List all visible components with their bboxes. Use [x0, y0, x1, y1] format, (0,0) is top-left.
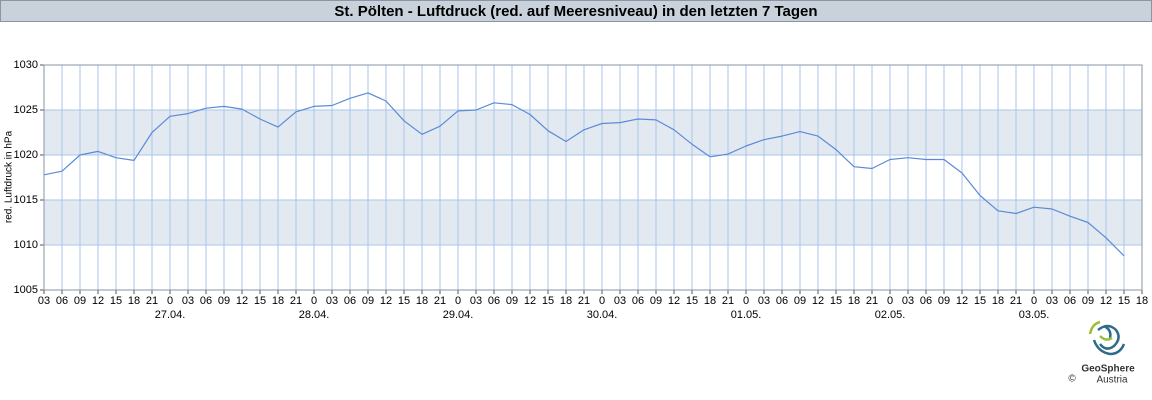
x-tick-label: 18: [272, 295, 284, 307]
y-tick-label: 1015: [14, 194, 38, 206]
date-label: 02.05.: [875, 309, 906, 321]
x-tick-label: 12: [236, 295, 248, 307]
x-tick-label: 06: [920, 295, 932, 307]
y-tick-label: 1005: [14, 284, 38, 296]
x-tick-label: 12: [92, 295, 104, 307]
x-tick-label: 0: [599, 295, 605, 307]
x-tick-label: 18: [848, 295, 860, 307]
x-tick-label: 09: [650, 295, 662, 307]
x-tick-label: 0: [887, 295, 893, 307]
logo-name: GeoSphere: [1081, 364, 1135, 375]
x-tick-label: 21: [866, 295, 878, 307]
x-tick-label: 03: [182, 295, 194, 307]
x-tick-label: 21: [434, 295, 446, 307]
x-tick-label: 09: [74, 295, 86, 307]
plot-border: [43, 64, 1143, 291]
x-tick-label: 15: [1118, 295, 1130, 307]
x-tick-label: 09: [218, 295, 230, 307]
x-tick-label: 03: [38, 295, 50, 307]
grid-band: [44, 110, 1142, 155]
x-tick-label: 03: [470, 295, 482, 307]
x-tick-label: 18: [704, 295, 716, 307]
y-tick-label: 1030: [14, 59, 38, 71]
logo: GeoSphere Austria ©: [1068, 320, 1135, 386]
x-tick-label: 18: [560, 295, 572, 307]
x-tick-label: 0: [1031, 295, 1037, 307]
x-tick-label: 03: [758, 295, 770, 307]
x-tick-label: 09: [362, 295, 374, 307]
x-tick-label: 09: [506, 295, 518, 307]
plot-area: [44, 65, 1142, 290]
x-tick-label: 21: [578, 295, 590, 307]
x-tick-label: 06: [776, 295, 788, 307]
x-tick-label: 09: [938, 295, 950, 307]
x-tick-label: 21: [1010, 295, 1022, 307]
logo-icon: [1088, 320, 1113, 341]
x-tick-label: 12: [956, 295, 968, 307]
data-line: [43, 92, 1125, 257]
x-tick-label: 21: [290, 295, 302, 307]
x-tick-label: 15: [542, 295, 554, 307]
x-tick-label: 03: [902, 295, 914, 307]
chart-title: St. Pölten - Luftdruck (red. auf Meeresn…: [334, 3, 817, 20]
x-tick-label: 0: [167, 295, 173, 307]
x-tick-label: 06: [488, 295, 500, 307]
x-tick-label: 06: [632, 295, 644, 307]
x-tick-label: 03: [326, 295, 338, 307]
x-tick-label: 03: [614, 295, 626, 307]
x-tick-label: 12: [524, 295, 536, 307]
x-tick-label: 0: [455, 295, 461, 307]
x-tick-label: 09: [1082, 295, 1094, 307]
x-tick-label: 18: [992, 295, 1004, 307]
date-label: 28.04.: [299, 309, 330, 321]
x-tick-label: 21: [146, 295, 158, 307]
x-tick-label: 06: [200, 295, 212, 307]
date-label: 29.04.: [443, 309, 474, 321]
y-tick-label: 1025: [14, 104, 38, 116]
y-axis-label: red. Luftdruck in hPa: [4, 130, 15, 223]
copyright: ©: [1068, 374, 1076, 385]
grid-band: [44, 200, 1142, 245]
x-tick-label: 15: [686, 295, 698, 307]
y-tick-label: 1010: [14, 239, 38, 251]
x-tick-label: 15: [974, 295, 986, 307]
x-tick-label: 21: [722, 295, 734, 307]
date-label: 03.05.: [1019, 309, 1050, 321]
x-tick-label: 15: [110, 295, 122, 307]
x-tick-label: 12: [812, 295, 824, 307]
logo-icon: [1092, 324, 1126, 356]
date-label: 01.05.: [731, 309, 762, 321]
date-label: 27.04.: [155, 309, 186, 321]
date-label: 30.04.: [587, 309, 618, 321]
x-tick-label: 18: [128, 295, 140, 307]
x-tick-label: 03: [1046, 295, 1058, 307]
x-tick-label: 06: [344, 295, 356, 307]
x-tick-label: 12: [1100, 295, 1112, 307]
x-tick-label: 06: [1064, 295, 1076, 307]
x-tick-label: 18: [416, 295, 428, 307]
x-tick-label: 15: [254, 295, 266, 307]
x-tick-label: 06: [56, 295, 68, 307]
x-tick-label: 18: [1136, 295, 1148, 307]
x-tick-label: 0: [311, 295, 317, 307]
x-tick-label: 12: [380, 295, 392, 307]
logo-subtitle: Austria: [1096, 375, 1128, 386]
x-tick-label: 15: [398, 295, 410, 307]
y-tick-label: 1020: [14, 149, 38, 161]
x-tick-label: 0: [743, 295, 749, 307]
x-tick-label: 09: [794, 295, 806, 307]
x-tick-label: 12: [668, 295, 680, 307]
x-tick-label: 15: [830, 295, 842, 307]
